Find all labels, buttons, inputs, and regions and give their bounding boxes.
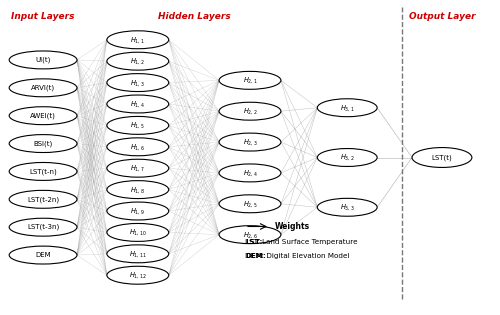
Text: $H_{1,11}$: $H_{1,11}$ bbox=[129, 249, 146, 259]
Text: $H_{2,3}$: $H_{2,3}$ bbox=[242, 137, 258, 147]
Text: $H_{2,2}$: $H_{2,2}$ bbox=[242, 106, 258, 116]
Text: $H_{1,10}$: $H_{1,10}$ bbox=[129, 227, 146, 238]
Ellipse shape bbox=[107, 138, 168, 156]
Text: $H_{1,5}$: $H_{1,5}$ bbox=[130, 120, 145, 130]
Text: $H_{1,3}$: $H_{1,3}$ bbox=[130, 77, 145, 88]
Text: LST: Land Surface Temperature: LST: Land Surface Temperature bbox=[245, 239, 358, 245]
Ellipse shape bbox=[219, 133, 281, 151]
Ellipse shape bbox=[9, 163, 77, 180]
Text: $H_{2,5}$: $H_{2,5}$ bbox=[242, 199, 258, 209]
Ellipse shape bbox=[318, 198, 377, 216]
Ellipse shape bbox=[9, 107, 77, 125]
Text: DEM: DEM bbox=[36, 252, 51, 258]
Text: DEM:: DEM: bbox=[245, 253, 266, 259]
Text: $H_{1,4}$: $H_{1,4}$ bbox=[130, 99, 146, 109]
Text: $H_{3,1}$: $H_{3,1}$ bbox=[340, 103, 354, 113]
Text: $H_{1,6}$: $H_{1,6}$ bbox=[130, 142, 146, 152]
Text: $H_{1,9}$: $H_{1,9}$ bbox=[130, 206, 145, 216]
Text: UI(t): UI(t) bbox=[36, 57, 51, 63]
Ellipse shape bbox=[9, 79, 77, 97]
Ellipse shape bbox=[412, 147, 472, 168]
Ellipse shape bbox=[9, 51, 77, 69]
Text: AWEI(t): AWEI(t) bbox=[30, 112, 56, 119]
Ellipse shape bbox=[107, 202, 168, 220]
Ellipse shape bbox=[9, 190, 77, 208]
Text: $H_{1,12}$: $H_{1,12}$ bbox=[129, 270, 146, 280]
Ellipse shape bbox=[107, 266, 168, 284]
Ellipse shape bbox=[219, 72, 281, 89]
Ellipse shape bbox=[107, 31, 168, 49]
Text: $H_{2,1}$: $H_{2,1}$ bbox=[242, 75, 258, 85]
Ellipse shape bbox=[219, 226, 281, 243]
Text: $H_{3,3}$: $H_{3,3}$ bbox=[340, 202, 354, 212]
Ellipse shape bbox=[107, 74, 168, 92]
Text: $H_{1,8}$: $H_{1,8}$ bbox=[130, 185, 146, 195]
Text: $H_{2,6}$: $H_{2,6}$ bbox=[242, 230, 258, 240]
Ellipse shape bbox=[107, 245, 168, 263]
Text: $H_{3,2}$: $H_{3,2}$ bbox=[340, 152, 354, 163]
Ellipse shape bbox=[107, 95, 168, 113]
Text: Hidden Layers: Hidden Layers bbox=[158, 12, 230, 21]
Ellipse shape bbox=[107, 159, 168, 177]
Ellipse shape bbox=[107, 52, 168, 70]
Ellipse shape bbox=[219, 164, 281, 182]
Text: LST(t): LST(t) bbox=[432, 154, 452, 161]
Text: LST(t-3n): LST(t-3n) bbox=[27, 224, 59, 231]
Text: $H_{2,4}$: $H_{2,4}$ bbox=[242, 168, 258, 178]
Ellipse shape bbox=[318, 149, 377, 166]
Ellipse shape bbox=[107, 223, 168, 241]
Text: $H_{1,1}$: $H_{1,1}$ bbox=[130, 35, 145, 45]
Ellipse shape bbox=[219, 102, 281, 120]
Ellipse shape bbox=[107, 180, 168, 198]
Text: $H_{1,2}$: $H_{1,2}$ bbox=[130, 56, 145, 66]
Ellipse shape bbox=[9, 135, 77, 152]
Text: Input Layers: Input Layers bbox=[12, 12, 75, 21]
Text: LST:: LST: bbox=[245, 239, 262, 245]
Text: DEM: Digital Elevation Model: DEM: Digital Elevation Model bbox=[245, 253, 350, 259]
Text: Weights: Weights bbox=[275, 222, 310, 231]
Text: BSI(t): BSI(t) bbox=[34, 140, 52, 147]
Text: Output Layer: Output Layer bbox=[408, 12, 476, 21]
Text: ARVI(t): ARVI(t) bbox=[31, 84, 55, 91]
Ellipse shape bbox=[9, 246, 77, 264]
Text: LST(t-2n): LST(t-2n) bbox=[27, 196, 59, 203]
Text: LST(t-n): LST(t-n) bbox=[29, 168, 57, 175]
Ellipse shape bbox=[219, 195, 281, 213]
Text: $H_{1,7}$: $H_{1,7}$ bbox=[130, 163, 145, 173]
Ellipse shape bbox=[107, 117, 168, 135]
Ellipse shape bbox=[9, 218, 77, 236]
Ellipse shape bbox=[318, 99, 377, 117]
